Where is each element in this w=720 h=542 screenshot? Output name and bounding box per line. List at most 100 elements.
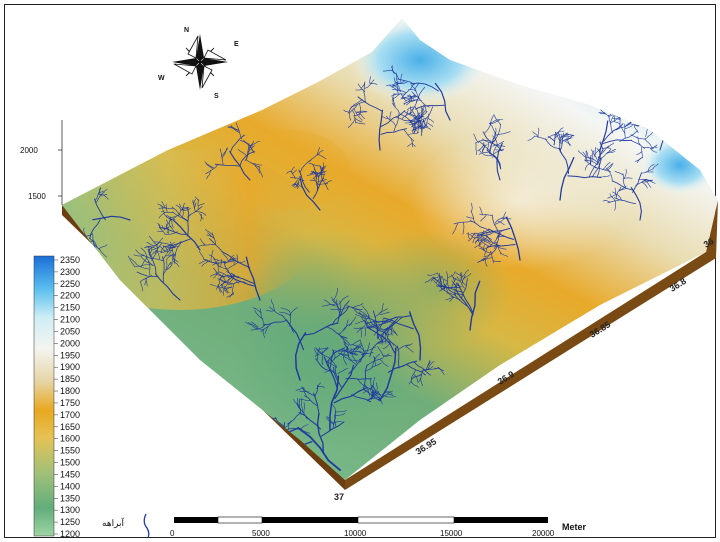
river-segment [167, 227, 169, 234]
river-segment [355, 320, 365, 325]
river-segment [323, 299, 337, 307]
river-segment [608, 115, 614, 134]
river-segment [356, 110, 368, 113]
river-segment [651, 115, 660, 118]
legend-value-label: 2100 [60, 315, 80, 325]
river-segment [155, 242, 162, 255]
river-segment [386, 84, 396, 86]
river-segment [299, 176, 321, 211]
river-segment [232, 432, 242, 439]
river-segment [372, 326, 385, 333]
river-segment [360, 326, 374, 330]
river-segment [393, 77, 398, 85]
legend-value-label: 1450 [60, 469, 80, 479]
river-segment [254, 310, 264, 319]
river-segment [165, 223, 168, 229]
river-segment [165, 254, 177, 257]
river-segment [245, 256, 261, 301]
river-segment [354, 344, 363, 354]
river-segment [475, 237, 480, 244]
river-segment [230, 274, 239, 284]
river-segment [453, 221, 473, 225]
river-segment [317, 150, 324, 155]
river-segment [377, 333, 383, 341]
river-segment [374, 324, 388, 330]
scale-bar-unit: Meter [562, 522, 587, 532]
river-segment [644, 125, 658, 129]
river-segment [360, 328, 362, 338]
river-segment [359, 112, 365, 119]
river-segment [199, 213, 204, 220]
river-segment [374, 308, 388, 318]
river-segment [632, 172, 642, 193]
river-segment [136, 271, 159, 278]
river-segment [200, 213, 203, 222]
river-segment [173, 241, 182, 257]
river-segment [321, 173, 325, 181]
river-segment [355, 89, 364, 91]
river-segment [386, 327, 393, 334]
river-segment [182, 202, 185, 217]
river-segment [373, 328, 381, 336]
river-segment [414, 125, 424, 128]
river-segment [92, 240, 98, 248]
river-segment [294, 183, 299, 188]
river-segment [145, 278, 148, 287]
river-segment [426, 122, 434, 127]
river-segment [411, 109, 417, 118]
legend-value-label: 1400 [60, 481, 80, 491]
river-segment [237, 149, 247, 157]
river-segment [370, 389, 377, 399]
river-segment [349, 104, 358, 114]
river-segment [484, 258, 488, 267]
river-segment [565, 135, 573, 138]
river-segment [393, 112, 400, 132]
river-segment [496, 131, 511, 136]
river-segment [217, 285, 223, 293]
river-segment [98, 244, 108, 249]
river-segment [332, 349, 336, 360]
river-segment [293, 182, 300, 186]
river-segment [422, 126, 431, 130]
river-segment [426, 359, 431, 370]
river-segment [407, 99, 418, 103]
river-segment [364, 79, 375, 89]
river-segment [380, 128, 408, 135]
river-segment [362, 364, 368, 390]
river-segment [644, 118, 649, 127]
river-segment [433, 279, 443, 290]
river-segment [481, 144, 488, 152]
river-segment [610, 117, 620, 124]
river-segment [655, 116, 670, 129]
river-segment [436, 276, 443, 284]
river-segment [616, 186, 622, 199]
river-segment [314, 168, 319, 175]
river-segment [419, 377, 423, 386]
river-segment [483, 240, 493, 245]
river-segment [598, 112, 606, 114]
river-segment [317, 178, 327, 183]
river-segment [652, 144, 658, 150]
river-segment [89, 237, 101, 251]
river-segment [488, 228, 514, 240]
river-segment [537, 127, 540, 138]
river-segment [299, 159, 312, 173]
river-segment [252, 163, 263, 166]
river-segment [326, 326, 348, 339]
river-segment [171, 218, 174, 228]
river-segment [221, 281, 225, 288]
river-legend-label: آبراهه [102, 517, 125, 529]
river-segment [276, 459, 282, 478]
river-segment [641, 121, 650, 126]
river-segment [245, 159, 261, 168]
river-segment [378, 311, 390, 315]
river-segment [287, 413, 301, 425]
legend-value-label: 1550 [60, 446, 80, 456]
river-segment [326, 347, 346, 363]
river-segment [162, 245, 169, 253]
river-segment [135, 249, 145, 256]
river-segment [330, 359, 337, 368]
river-segment [633, 125, 639, 133]
river-segment [392, 97, 395, 106]
river-segment [641, 180, 650, 183]
